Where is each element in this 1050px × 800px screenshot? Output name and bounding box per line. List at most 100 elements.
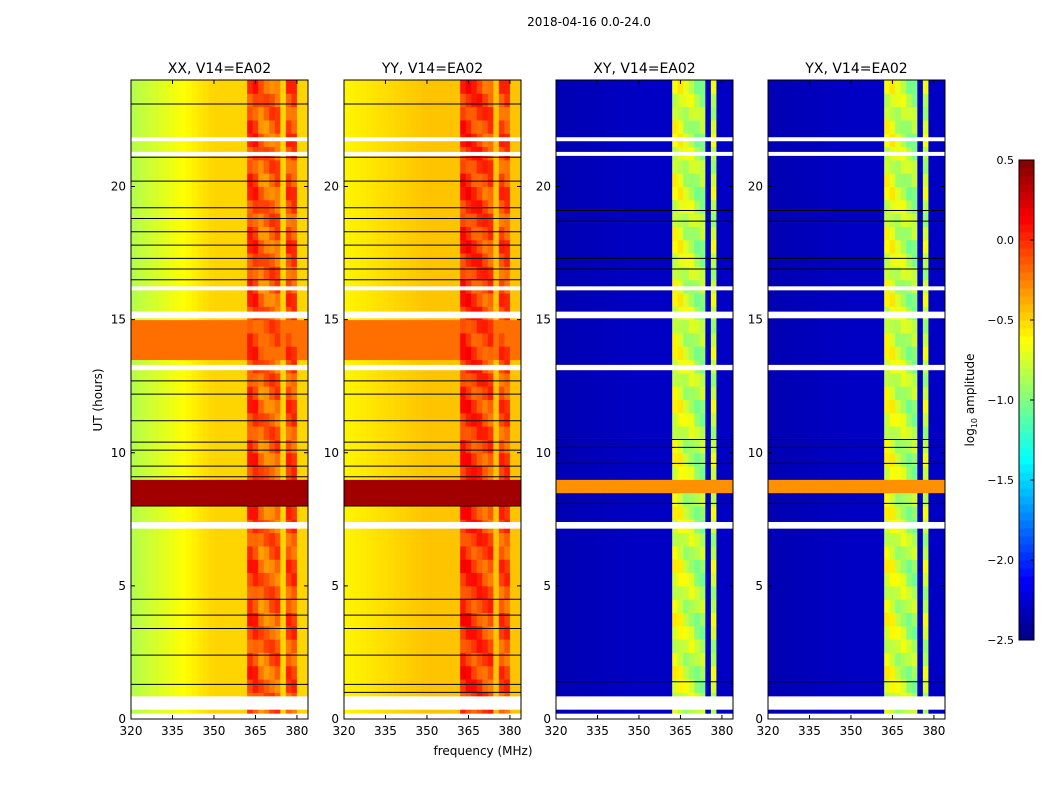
heatmap-cell: [344, 679, 351, 693]
heatmap-cell: [142, 705, 149, 720]
heatmap-cell: [415, 213, 422, 227]
heatmap-cell: [650, 532, 657, 547]
heatmap-cell: [164, 426, 171, 440]
y-tick-label: 10: [324, 446, 339, 460]
heatmap-cell: [694, 506, 701, 520]
heatmap-cell: [661, 545, 668, 560]
heatmap-cell: [449, 612, 456, 627]
heatmap-cell: [449, 332, 456, 347]
heatmap-cell: [296, 545, 303, 560]
heatmap-cell: [263, 253, 270, 267]
heatmap-cell: [476, 639, 483, 653]
heatmap-cell: [426, 612, 433, 627]
heatmap-cell: [644, 679, 651, 693]
heatmap-cell: [721, 80, 728, 94]
heatmap-cell: [699, 319, 706, 334]
heatmap-cell: [572, 532, 579, 547]
heatmap-cell: [705, 346, 712, 361]
heatmap-cell: [344, 479, 351, 494]
heatmap-cell: [285, 119, 292, 134]
heatmap-cell: [202, 293, 209, 307]
heatmap-cell: [208, 372, 215, 387]
heatmap-cell: [705, 332, 712, 347]
heatmap-cell: [677, 293, 684, 307]
heatmap-cell: [252, 625, 259, 640]
heatmap-cell: [454, 665, 461, 680]
heatmap-cell: [716, 226, 723, 241]
heatmap-cell: [666, 93, 673, 108]
heatmap-cell: [147, 346, 154, 361]
heatmap-cell: [482, 386, 489, 400]
heatmap-cell: [241, 585, 248, 600]
heatmap-cell: [556, 639, 563, 653]
heatmap-cell: [349, 466, 356, 480]
heatmap-cell: [443, 213, 450, 227]
heatmap-cell: [382, 572, 389, 587]
heatmap-cell: [716, 186, 723, 201]
heatmap-cell: [721, 119, 728, 134]
heatmap-cell: [131, 532, 138, 547]
heatmap-cell: [349, 386, 356, 400]
heatmap-cell: [219, 585, 226, 600]
heatmap-cell: [360, 466, 367, 480]
heatmap-cell: [393, 625, 400, 640]
heatmap-cell: [578, 492, 585, 507]
heatmap-cell: [509, 253, 516, 267]
heatmap-cell: [236, 585, 243, 600]
heatmap-cell: [493, 572, 500, 587]
heatmap-cell: [583, 705, 590, 720]
heatmap-cell: [644, 159, 651, 174]
heatmap-cell: [710, 612, 717, 627]
heatmap-cell: [666, 479, 673, 494]
heatmap-cell: [454, 532, 461, 547]
heatmap-cell: [666, 319, 673, 334]
heatmap-cell: [939, 652, 946, 667]
heatmap-cell: [377, 399, 384, 414]
heatmap-cell: [169, 466, 176, 480]
heatmap-cell: [426, 239, 433, 254]
heatmap-cell: [186, 466, 193, 480]
heatmap-cell: [605, 506, 612, 520]
heatmap-cell: [498, 665, 505, 680]
heatmap-cell: [399, 412, 406, 427]
heatmap-cell: [421, 585, 428, 600]
heatmap-cell: [136, 572, 143, 587]
heatmap-cell: [180, 679, 187, 693]
heatmap-cell: [666, 572, 673, 587]
heatmap-cell: [817, 652, 824, 667]
heatmap-cell: [153, 226, 160, 241]
heatmap-cell: [136, 293, 143, 307]
heatmap-cell: [197, 559, 204, 574]
heatmap-cell: [773, 705, 780, 720]
heatmap-cell: [186, 665, 193, 680]
heatmap-cell: [594, 412, 601, 427]
heatmap-cell: [572, 159, 579, 174]
heatmap-cell: [578, 159, 585, 174]
heatmap-cell: [556, 186, 563, 201]
heatmap-cell: [344, 466, 351, 480]
heatmap-cell: [812, 665, 819, 680]
heatmap-cell: [460, 119, 467, 134]
heatmap-cell: [269, 253, 276, 267]
heatmap-cell: [498, 652, 505, 667]
heatmap-cell: [556, 106, 563, 121]
heatmap-cell: [694, 159, 701, 174]
heatmap-cell: [556, 559, 563, 574]
heatmap-cell: [302, 679, 309, 693]
heatmap-cell: [241, 532, 248, 547]
heatmap-cell: [710, 705, 717, 720]
heatmap-cell: [377, 106, 384, 121]
heatmap-cell: [567, 639, 574, 653]
heatmap-cell: [583, 386, 590, 400]
heatmap-cell: [410, 106, 417, 121]
heatmap-cell: [694, 80, 701, 94]
heatmap-cell: [454, 705, 461, 720]
heatmap-cell: [426, 386, 433, 400]
heatmap-cell: [415, 466, 422, 480]
heatmap-cell: [449, 399, 456, 414]
heatmap-cell: [498, 506, 505, 520]
heatmap-cell: [131, 173, 138, 187]
heatmap-cell: [393, 679, 400, 693]
heatmap-cell: [269, 532, 276, 547]
heatmap-cell: [219, 332, 226, 347]
